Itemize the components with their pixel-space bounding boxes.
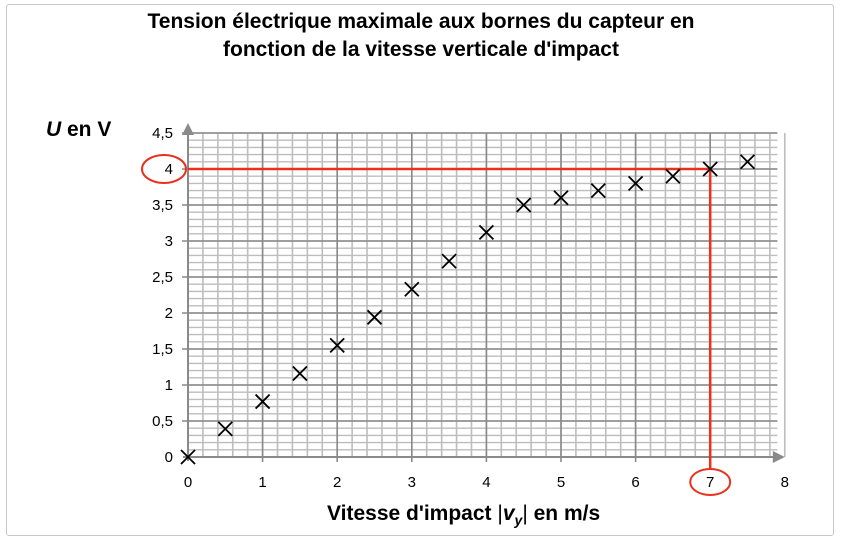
data-point-stroke [665,168,681,184]
data-point-stroke [627,175,644,192]
data-point [254,393,271,410]
x-tick-label: 1 [258,474,266,491]
data-point-stroke [404,281,420,297]
y-value-circle [141,154,187,184]
x-axis-arrow-icon [772,451,785,463]
y-tick-label: 0,5 [152,413,173,430]
x-value-circle [689,468,732,496]
data-point [665,168,681,184]
data-point [441,253,457,269]
x-axis-label: Vitesse d'impact |vy| en m/s [327,502,601,529]
y-tick-label: 0 [165,449,173,466]
data-point [553,190,569,206]
data-point-stroke [329,337,345,354]
data-point [217,421,233,437]
data-point-stroke [366,309,383,325]
y-tick-label: 1,5 [152,341,173,358]
data-point [329,337,345,354]
x-axis-unit: en m/s [527,502,601,525]
x-axis-var: v [502,502,515,525]
x-tick-label: 8 [781,474,789,491]
data-point-stroke [292,365,308,382]
y-tick-label: 2,5 [152,269,173,286]
y-axis-unit: en V [61,118,112,141]
data-point [739,154,756,170]
chart-title-line1: Tension électrique maximale aux bornes d… [147,10,695,33]
data-point [180,449,196,465]
data-point [404,281,420,297]
chart-frame [6,4,834,536]
x-tick-label: 5 [557,474,565,491]
y-tick-label: 1 [165,377,173,394]
data-point-stroke [478,224,495,240]
data-point-stroke [516,197,532,213]
data-point [516,197,532,213]
y-tick-label: 4 [165,161,173,178]
data-point [292,365,308,382]
x-tick-label: 2 [333,474,341,491]
reading-line [188,167,712,469]
data-point-stroke [180,449,196,465]
y-axis-symbol: U [46,118,62,141]
data-point-stroke [553,190,569,206]
chart-title-line2: fonction de la vitesse verticale d'impac… [223,38,619,61]
data-point-stroke [739,154,756,170]
data-point [627,175,644,192]
data-point-stroke [254,393,271,410]
data-point [366,309,383,325]
y-tick-label: 3,5 [152,197,173,214]
x-tick-label: 6 [631,474,639,491]
x-tick-label: 0 [184,474,192,491]
data-point [590,182,606,199]
x-tick-label: 7 [706,474,714,491]
data-point [702,161,718,177]
x-tick-label: 4 [482,474,490,491]
y-axis-label: U en V [46,118,111,142]
y-tick-label: 2 [165,305,173,322]
x-axis-sub: y [514,512,523,529]
x-axis-label-text: Vitesse d'impact [327,502,498,525]
data-point-stroke [590,182,606,199]
x-tick-label: 3 [408,474,416,491]
data-point-stroke [217,421,233,437]
y-tick-label: 4,5 [152,125,173,142]
data-point-stroke [441,253,457,269]
y-tick-label: 3 [165,233,173,250]
data-point-stroke [702,161,718,177]
y-axis-arrow-icon [182,123,194,135]
data-point [478,224,495,240]
